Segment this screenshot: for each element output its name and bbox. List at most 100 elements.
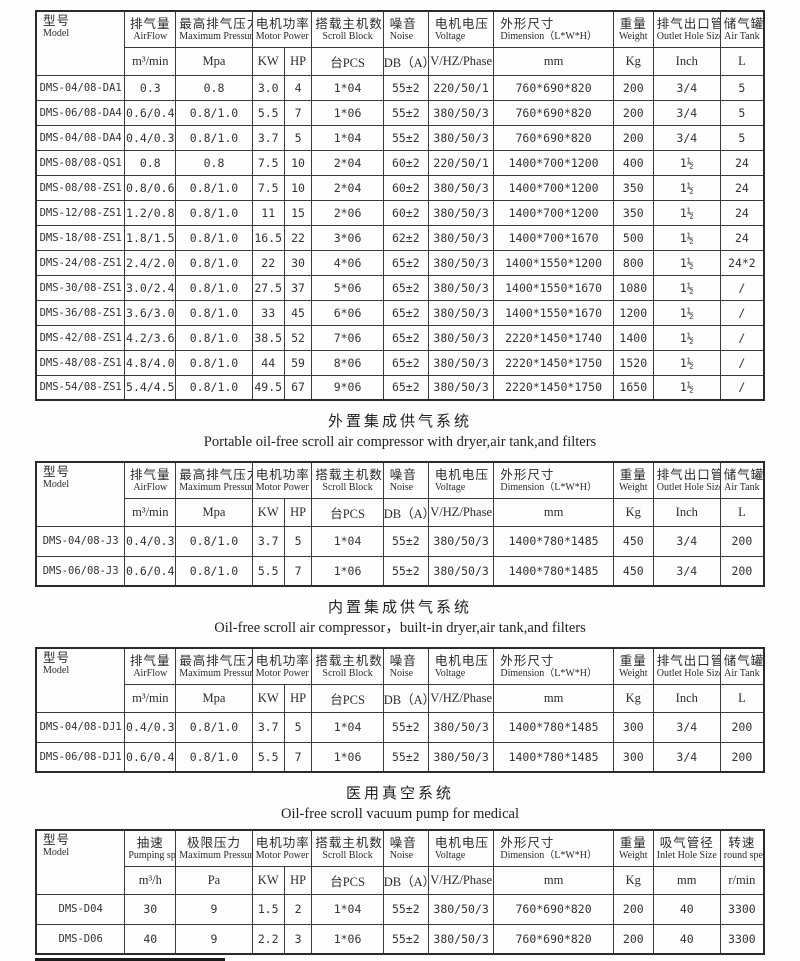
column-header: 重量 Weight bbox=[612, 647, 654, 685]
spec-cell: 60±2 bbox=[382, 199, 429, 226]
column-header: 重量 Weight bbox=[612, 10, 654, 48]
column-header: 外形尺寸 Dimension（L*W*H） bbox=[493, 829, 614, 867]
column-header-en: Scroll Block bbox=[322, 667, 373, 679]
spec-cell: 44 bbox=[251, 349, 285, 376]
table-row: DMS-06/08-DJ1 0.6/0.4 0.8/1.0 5.5 7 1*06 55±2 3… bbox=[35, 741, 765, 773]
spec-cell: / bbox=[719, 349, 765, 376]
unit-cell: 台PCS bbox=[311, 497, 384, 527]
spec-cell: 5 bbox=[283, 711, 313, 743]
section-title-cn: 医用真空系统 bbox=[345, 786, 454, 802]
unit-cell: V/HZ/Phase bbox=[427, 683, 495, 713]
column-header-cn: 排气出口管径 bbox=[656, 16, 719, 31]
column-header-cn: 吸气管径 bbox=[659, 835, 714, 850]
spec-cell: 3.6/3.0 bbox=[124, 299, 177, 326]
column-header: 排气出口管径Outlet Hole Size bbox=[652, 461, 721, 499]
unit-cell: m³/min bbox=[124, 497, 177, 527]
spec-cell: 7 bbox=[283, 555, 313, 587]
spec-cell: 55±2 bbox=[382, 99, 429, 126]
spec-cell: 60±2 bbox=[382, 174, 429, 201]
spec-cell: 1400*780*1485 bbox=[493, 525, 614, 557]
main-spec-table: 型号 Model 排气量 AirFlow 最高排气压力 Maximum Pressure 电… bbox=[35, 10, 765, 401]
spec-cell: 55±2 bbox=[382, 741, 429, 773]
spec-cell: 2.4/2.0 bbox=[124, 249, 177, 276]
column-header-cn: 排气量 bbox=[130, 467, 171, 482]
spec-cell: 2220*1450*1740 bbox=[493, 324, 614, 351]
column-header: 搭载主机数 Scroll Block bbox=[311, 461, 384, 499]
model-cell: DMS-54/08-ZS1 bbox=[35, 374, 126, 401]
spec-cell: 24 bbox=[719, 199, 765, 226]
column-header-en: Model bbox=[43, 479, 70, 490]
spec-cell: 380/50/3 bbox=[427, 923, 495, 955]
spec-cell: 380/50/3 bbox=[427, 99, 495, 126]
spec-cell: 5.5 bbox=[251, 555, 285, 587]
column-header-cn: 型号 bbox=[43, 465, 71, 479]
spec-cell: 380/50/3 bbox=[427, 324, 495, 351]
table-row: DMS-54/08-ZS1 5.4/4.5 0.8/1.0 49.5 67 9*06 65±… bbox=[35, 374, 765, 401]
column-header-cn: 储气罐 bbox=[723, 467, 764, 482]
section-title-cn: 内置集成供气系统 bbox=[327, 600, 472, 616]
table-row: DMS-06/08-DA4 0.6/0.4 0.8/1.0 5.5 7 1*06 55±2 3… bbox=[35, 99, 765, 126]
table-row: DMS-48/08-ZS1 4.8/4.0 0.8/1.0 44 59 8*06 65±2 3… bbox=[35, 349, 765, 376]
spec-cell: 0.8 bbox=[175, 149, 253, 176]
spec-cell: 2*04 bbox=[311, 174, 384, 201]
table-row: DMS-24/08-ZS1 2.4/2.0 0.8/1.0 22 30 4*06 65±2 3… bbox=[35, 249, 765, 276]
column-header-en: Noise bbox=[389, 481, 414, 493]
column-header-cn: 重量 bbox=[619, 835, 647, 850]
spec-cell: 55±2 bbox=[382, 711, 429, 743]
spec-cell: 0.8/1.0 bbox=[175, 274, 253, 301]
column-header-en: Scroll Block bbox=[322, 849, 373, 861]
spec-cell: 55±2 bbox=[382, 124, 429, 151]
column-header-en: Weight bbox=[618, 849, 648, 861]
spec-cell: 500 bbox=[612, 224, 654, 251]
spec-cell: 5 bbox=[719, 124, 765, 151]
table-row: DMS-42/08-ZS1 4.2/3.6 0.8/1.0 38.5 52 7*06 65±… bbox=[35, 324, 765, 351]
unit-cell: Mpa bbox=[175, 497, 253, 527]
spec-cell: 400 bbox=[612, 149, 654, 176]
unit-cell: 台PCS bbox=[311, 46, 384, 76]
model-cell: DMS-18/08-ZS1 bbox=[35, 224, 126, 251]
unit-cell: HP bbox=[283, 497, 313, 527]
column-header: 储气罐 Air Tank bbox=[719, 461, 765, 499]
column-header-en: Motor Power bbox=[255, 481, 309, 493]
spec-cell: 4.8/4.0 bbox=[124, 349, 177, 376]
column-header-en: Dimension（L*W*H） bbox=[500, 849, 598, 861]
spec-cell: 6*06 bbox=[311, 299, 384, 326]
spec-cell: 380/50/3 bbox=[427, 274, 495, 301]
spec-cell: 65±2 bbox=[382, 249, 429, 276]
spec-cell: 380/50/3 bbox=[427, 374, 495, 401]
spec-cell: 2220*1450*1750 bbox=[493, 349, 614, 376]
spec-cell: 220/50/1 bbox=[427, 149, 495, 176]
spec-cell: 40 bbox=[124, 923, 177, 955]
spec-cell: 8*06 bbox=[311, 349, 384, 376]
column-header: 电机电压 Voltage bbox=[427, 461, 495, 499]
spec-cell: 0.8/1.0 bbox=[175, 299, 253, 326]
table-row: DMS-D04 30 9 1.5 2 1*04 55±2 380/50/3 760*690*82… bbox=[35, 893, 765, 925]
model-cell: DMS-48/08-ZS1 bbox=[35, 349, 126, 376]
spec-cell: 10 bbox=[283, 174, 313, 201]
spec-cell: 0.8/1.0 bbox=[175, 349, 253, 376]
spec-cell: 1*04 bbox=[311, 74, 384, 101]
table-row: DMS-30/08-ZS1 3.0/2.4 0.8/1.0 27.5 37 5*06 65±… bbox=[35, 274, 765, 301]
spec-cell: 60±2 bbox=[382, 149, 429, 176]
column-header-en: Motor Power bbox=[255, 667, 309, 679]
column-header: 电机功率 Motor Power bbox=[251, 10, 313, 48]
column-header-en: Maximum Pressure bbox=[179, 667, 253, 679]
unit-cell: V/HZ/Phase bbox=[427, 865, 495, 895]
spec-cell: 55±2 bbox=[382, 74, 429, 101]
spec-cell: 0.8/1.0 bbox=[175, 224, 253, 251]
spec-cell: 3.7 bbox=[251, 124, 285, 151]
spec-cell: 9 bbox=[175, 893, 253, 925]
spec-cell: 5 bbox=[719, 74, 765, 101]
spec-cell: 800 bbox=[612, 249, 654, 276]
spec-cell: 0.8/1.0 bbox=[175, 99, 253, 126]
column-header-en: round speed bbox=[723, 849, 763, 861]
spec-cell: 5*06 bbox=[311, 274, 384, 301]
spec-cell: 2*06 bbox=[311, 199, 384, 226]
spec-cell: 7.5 bbox=[251, 174, 285, 201]
spec-cell: 22 bbox=[251, 249, 285, 276]
spec-cell: 45 bbox=[283, 299, 313, 326]
spec-cell: 0.4/0.3 bbox=[124, 711, 177, 743]
unit-cell: DB（A） bbox=[382, 683, 429, 713]
table-row: DMS-18/08-ZS1 1.8/1.5 0.8/1.0 16.5 22 3*06 62±… bbox=[35, 224, 765, 251]
